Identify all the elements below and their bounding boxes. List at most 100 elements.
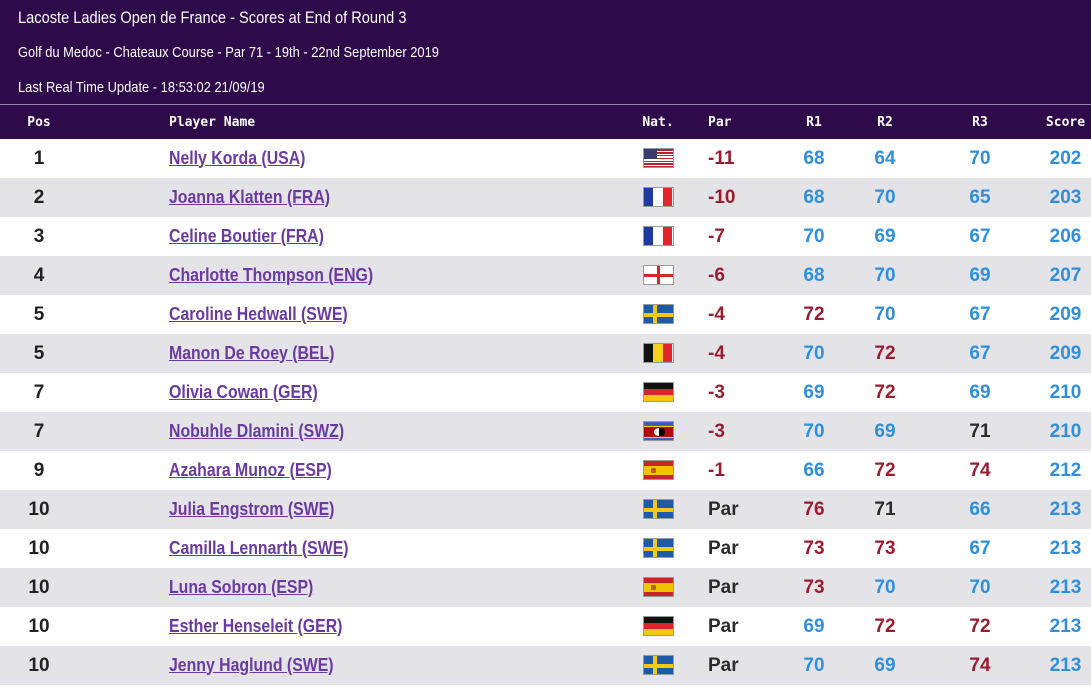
total-score-cell: 203	[1049, 186, 1082, 208]
nationality-cell	[608, 256, 708, 295]
position-cell: 9	[33, 459, 45, 481]
player-link[interactable]: Luna Sobron (ESP)	[169, 576, 314, 597]
table-row: 1 Nelly Korda (USA) -11 68 64 70 202	[0, 139, 1091, 178]
table-row: 10 Julia Engstrom (SWE) Par 76 71 66 213	[0, 490, 1091, 529]
germany-flag-icon	[642, 616, 674, 637]
player-link[interactable]: Joanna Klatten (FRA)	[169, 186, 331, 207]
total-score-cell: 210	[1049, 420, 1082, 442]
player-link[interactable]: Azahara Munoz (ESP)	[169, 459, 332, 480]
col-player-name: Player Name	[169, 114, 256, 130]
player-link[interactable]: Nobuhle Dlamini (SWZ)	[169, 420, 345, 441]
total-score-cell: 206	[1049, 225, 1082, 247]
round1-cell: 70	[803, 225, 825, 247]
to-par-cell: Par	[708, 576, 739, 598]
nationality-cell	[608, 529, 708, 568]
player-name-cell: Nelly Korda (USA)	[78, 139, 608, 178]
position-cell: 7	[33, 381, 45, 403]
nationality-cell	[608, 490, 708, 529]
player-name-cell: Esther Henseleit (GER)	[78, 607, 608, 646]
table-row: 10 Jenny Haglund (SWE) Par 70 69 74 213	[0, 646, 1091, 685]
table-row: 5 Caroline Hedwall (SWE) -4 72 70 67 209	[0, 295, 1091, 334]
spain-flag-icon	[642, 460, 674, 481]
round3-cell: 67	[969, 537, 991, 559]
round3-cell: 70	[969, 147, 991, 169]
spain-flag-icon	[642, 577, 674, 598]
player-link[interactable]: Esther Henseleit (GER)	[169, 615, 343, 636]
venue-info: Golf du Medoc - Chateaux Course - Par 71…	[18, 44, 439, 61]
player-link[interactable]: Celine Boutier (FRA)	[169, 225, 324, 246]
round3-cell: 74	[969, 459, 991, 481]
france-flag-icon	[642, 187, 674, 208]
sweden-flag-icon	[642, 499, 674, 520]
player-link[interactable]: Caroline Hedwall (SWE)	[169, 303, 348, 324]
round1-cell: 68	[803, 186, 825, 208]
table-row: 5 Manon De Roey (BEL) -4 70 72 67 209	[0, 334, 1091, 373]
round1-cell: 68	[803, 264, 825, 286]
table-row: 10 Luna Sobron (ESP) Par 73 70 70 213	[0, 568, 1091, 607]
to-par-cell: -7	[708, 225, 725, 247]
player-name-cell: Manon De Roey (BEL)	[78, 334, 608, 373]
player-name-cell: Celine Boutier (FRA)	[78, 217, 608, 256]
leaderboard-table: Pos Player Name Nat. Par R1 R2 R3 Score …	[0, 105, 1091, 685]
to-par-cell: -1	[708, 459, 725, 481]
player-link[interactable]: Nelly Korda (USA)	[169, 147, 306, 168]
position-cell: 10	[28, 498, 50, 520]
to-par-cell: -3	[708, 381, 725, 403]
to-par-cell: Par	[708, 498, 739, 520]
position-cell: 7	[33, 420, 45, 442]
round2-cell: 73	[874, 537, 896, 559]
round2-cell: 70	[874, 303, 896, 325]
nationality-cell	[608, 217, 708, 256]
table-row: 10 Esther Henseleit (GER) Par 69 72 72 213	[0, 607, 1091, 646]
to-par-cell: -11	[708, 147, 735, 169]
round1-cell: 70	[803, 654, 825, 676]
total-score-cell: 213	[1049, 654, 1082, 676]
nationality-cell	[608, 568, 708, 607]
position-cell: 1	[33, 147, 45, 169]
player-name-cell: Caroline Hedwall (SWE)	[78, 295, 608, 334]
player-link[interactable]: Manon De Roey (BEL)	[169, 342, 335, 363]
to-par-cell: -3	[708, 420, 725, 442]
player-link[interactable]: Olivia Cowan (GER)	[169, 381, 318, 402]
round1-cell: 66	[803, 459, 825, 481]
col-r2: R2	[877, 114, 893, 130]
player-name-cell: Charlotte Thompson (ENG)	[78, 256, 608, 295]
col-par: Par	[708, 114, 732, 130]
total-score-cell: 213	[1049, 498, 1082, 520]
nationality-cell	[608, 334, 708, 373]
player-link[interactable]: Julia Engstrom (SWE)	[169, 498, 335, 519]
round3-cell: 72	[969, 615, 991, 637]
position-cell: 10	[28, 537, 50, 559]
round1-cell: 70	[803, 420, 825, 442]
total-score-cell: 209	[1049, 303, 1082, 325]
position-cell: 2	[33, 186, 45, 208]
player-name-cell: Jenny Haglund (SWE)	[78, 646, 608, 685]
player-name-cell: Julia Engstrom (SWE)	[78, 490, 608, 529]
player-name-cell: Olivia Cowan (GER)	[78, 373, 608, 412]
round2-cell: 64	[874, 147, 896, 169]
total-score-cell: 207	[1049, 264, 1082, 286]
nationality-cell	[608, 607, 708, 646]
round3-cell: 69	[969, 264, 991, 286]
total-score-cell: 209	[1049, 342, 1082, 364]
france-flag-icon	[642, 226, 674, 247]
player-link[interactable]: Charlotte Thompson (ENG)	[169, 264, 374, 285]
round2-cell: 69	[874, 225, 896, 247]
player-link[interactable]: Jenny Haglund (SWE)	[169, 654, 334, 675]
round1-cell: 68	[803, 147, 825, 169]
to-par-cell: -10	[708, 186, 736, 208]
round2-cell: 72	[874, 615, 896, 637]
player-link[interactable]: Camilla Lennarth (SWE)	[169, 537, 349, 558]
round2-cell: 70	[874, 264, 896, 286]
england-flag-icon	[642, 265, 674, 286]
round2-cell: 69	[874, 420, 896, 442]
round3-cell: 67	[969, 342, 991, 364]
sweden-flag-icon	[642, 304, 674, 325]
nationality-cell	[608, 139, 708, 178]
table-row: 7 Nobuhle Dlamini (SWZ) -3 70 69 71 210	[0, 412, 1091, 451]
round1-cell: 70	[803, 342, 825, 364]
table-row: 7 Olivia Cowan (GER) -3 69 72 69 210	[0, 373, 1091, 412]
belgium-flag-icon	[642, 343, 674, 364]
table-row: 2 Joanna Klatten (FRA) -10 68 70 65 203	[0, 178, 1091, 217]
round1-cell: 73	[803, 537, 825, 559]
